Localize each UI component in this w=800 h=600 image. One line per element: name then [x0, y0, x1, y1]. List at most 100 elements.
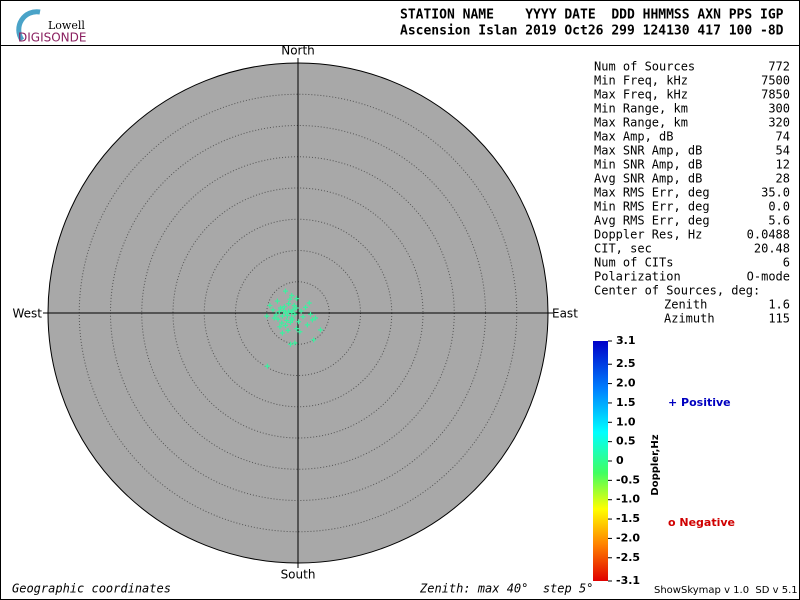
stat-value: 1.6	[768, 298, 790, 312]
source-point	[313, 315, 318, 321]
stat-label: Max Amp, dB	[594, 130, 673, 144]
colorbar-tick-label: -1.5	[616, 512, 640, 525]
source-point	[283, 288, 288, 294]
stat-value: 5.6	[768, 214, 790, 228]
source-point	[284, 318, 290, 323]
source-point	[297, 329, 303, 335]
stat-label: Min SNR Amp, dB	[594, 158, 702, 172]
stat-value: 74	[776, 130, 790, 144]
source-point	[289, 317, 295, 323]
source-point	[264, 313, 270, 319]
source-point	[292, 340, 298, 346]
stat-value: 12	[776, 158, 790, 172]
source-point	[279, 320, 285, 326]
compass-label: East	[552, 307, 578, 321]
stat-label: Max Freq, kHz	[594, 88, 688, 102]
colorbar-tick-label: -3.1	[616, 574, 640, 587]
source-point	[285, 328, 291, 333]
compass-label: North	[281, 44, 315, 58]
stat-value: 7500	[761, 74, 790, 88]
logo-top: Lowell	[48, 19, 85, 32]
source-point	[276, 309, 282, 315]
colorbar-tick-label: -2.5	[616, 551, 640, 564]
stat-label: Avg SNR Amp, dB	[594, 172, 702, 186]
colorbar-tick-label: 0.5	[616, 435, 636, 448]
source-point	[286, 308, 292, 314]
stat-label: Min RMS Err, deg	[594, 200, 710, 214]
stat-value: 7850	[761, 88, 790, 102]
stat-value: 20.48	[754, 242, 790, 256]
stat-label: Max RMS Err, deg	[594, 186, 710, 200]
legend-positive: + Positive	[668, 396, 731, 409]
legend-negative: o Negative	[668, 516, 735, 529]
footer-center: Zenith: max 40° step 5°	[419, 582, 593, 596]
stat-label: CIT, sec	[594, 242, 652, 256]
logo-arc	[16, 9, 41, 42]
footer-right: ShowSkymap v 1.0 SD v 5.1	[654, 585, 798, 596]
colorbar-tick-label: 2.5	[616, 357, 636, 370]
stat-value: 300	[768, 102, 790, 116]
source-point	[273, 312, 279, 318]
stat-label: Center of Sources, deg:	[594, 284, 760, 298]
source-point	[288, 341, 293, 347]
stat-label: Max SNR Amp, dB	[594, 144, 702, 158]
stat-label: Doppler Res, Hz	[594, 228, 702, 242]
source-point	[271, 315, 277, 321]
source-point	[289, 293, 295, 298]
colorbar-tick-label: 0	[616, 454, 624, 467]
source-point	[318, 327, 323, 333]
stat-label: Min Freq, kHz	[594, 74, 688, 88]
colorbar-tick-label: 1.5	[616, 396, 636, 409]
colorbar-tick-label: -2.0	[616, 531, 640, 544]
stat-label: Max Range, km	[594, 116, 688, 130]
compass-label: South	[281, 568, 316, 582]
header-line: STATION NAME YYYY DATE DDD HHMMSS AXN PP…	[400, 8, 784, 23]
source-point	[267, 303, 273, 308]
header-line: Ascension Islan 2019 Oct26 299 124130 41…	[400, 24, 784, 39]
source-point	[311, 337, 317, 343]
source-point	[291, 303, 297, 308]
stat-value: 54	[776, 144, 790, 158]
source-point	[300, 314, 306, 320]
stat-value: 772	[768, 60, 790, 74]
colorbar-tick-label: 2.0	[616, 377, 636, 390]
source-point	[289, 309, 295, 315]
colorbar	[593, 341, 608, 581]
source-point	[281, 308, 287, 313]
source-point	[283, 323, 288, 328]
source-point	[279, 313, 285, 319]
stat-label: Polarization	[594, 270, 681, 284]
source-point	[287, 296, 293, 302]
source-point	[294, 296, 300, 302]
source-point	[284, 313, 290, 318]
source-point	[264, 363, 270, 369]
stat-value: 35.0	[761, 186, 790, 200]
colorbar-label: Doppler,Hz	[650, 434, 661, 495]
source-point	[304, 322, 310, 328]
source-point	[296, 319, 302, 325]
stat-value: 6	[783, 256, 790, 270]
colorbar-tick-label: 1.0	[616, 415, 636, 428]
stat-value: 320	[768, 116, 790, 130]
source-point	[281, 304, 287, 310]
source-point	[277, 324, 283, 330]
source-point	[309, 317, 315, 323]
source-point	[275, 316, 281, 322]
source-point	[278, 305, 283, 311]
source-point	[279, 330, 285, 336]
source-point	[294, 326, 300, 332]
stat-label: Avg RMS Err, deg	[594, 214, 710, 228]
source-point	[292, 311, 298, 317]
stat-value: 28	[776, 172, 790, 186]
stat-label: Azimuth	[664, 312, 715, 326]
colorbar-tick-label: 3.1	[616, 334, 636, 347]
stat-label: Min Range, km	[594, 102, 688, 116]
source-point	[270, 307, 276, 313]
compass-label: West	[12, 307, 42, 321]
source-point	[306, 300, 312, 306]
source-point	[303, 304, 308, 310]
source-point	[286, 301, 292, 307]
colorbar-tick-label: -0.5	[616, 473, 640, 486]
stat-label: Num of CITs	[594, 256, 673, 270]
